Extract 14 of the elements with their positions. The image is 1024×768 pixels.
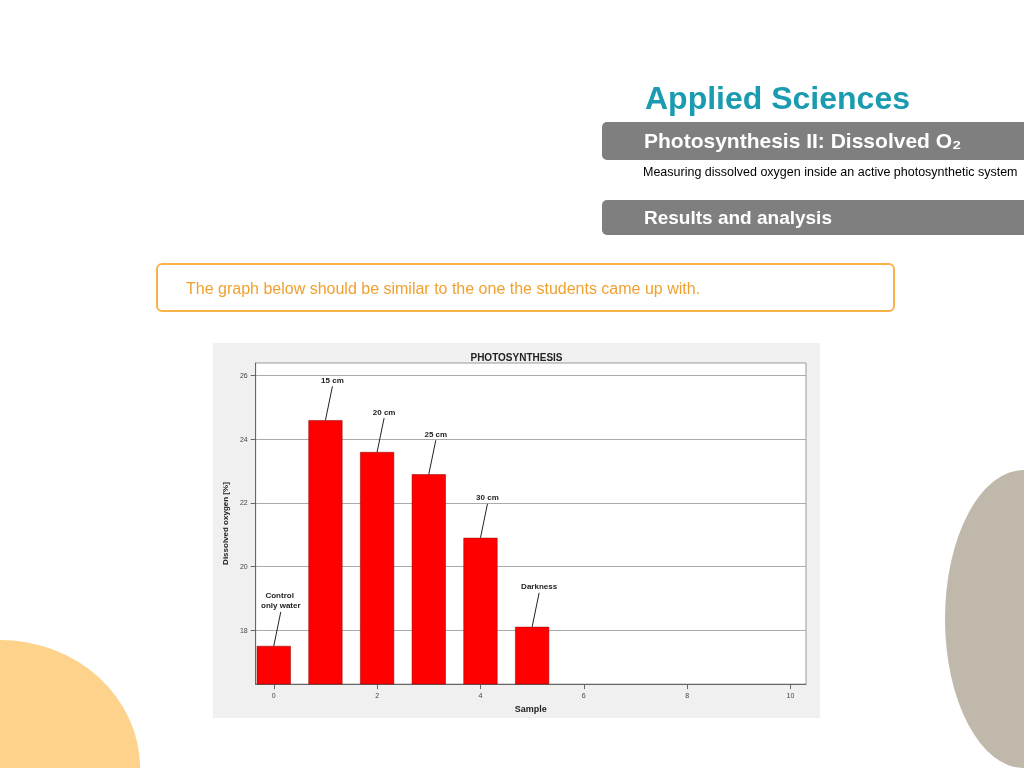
text: Applied Sciences xyxy=(645,80,910,117)
annotation: Control only water xyxy=(260,591,301,611)
chart-title: PHOTOSYNTHESIS xyxy=(470,351,563,363)
annotation: 15 cm xyxy=(321,375,344,385)
annotation: 25 cm xyxy=(424,429,448,439)
x-axis-title: Sample xyxy=(514,703,547,714)
text: The graph below should be similar to the one the students came up with. xyxy=(156,263,895,312)
annotation: 20 cm xyxy=(372,407,396,417)
text: Results and analysis xyxy=(602,200,1024,235)
annotation: Darkness xyxy=(521,582,558,592)
text: Measuring dissolved oxygen inside an active photosynthetic system xyxy=(643,164,1018,181)
annotation: 30 cm xyxy=(476,493,499,503)
y-axis-title: Dissolved oxygen [%] xyxy=(220,481,230,565)
text: Photosynthesis II: Dissolved O₂ xyxy=(602,122,1024,160)
